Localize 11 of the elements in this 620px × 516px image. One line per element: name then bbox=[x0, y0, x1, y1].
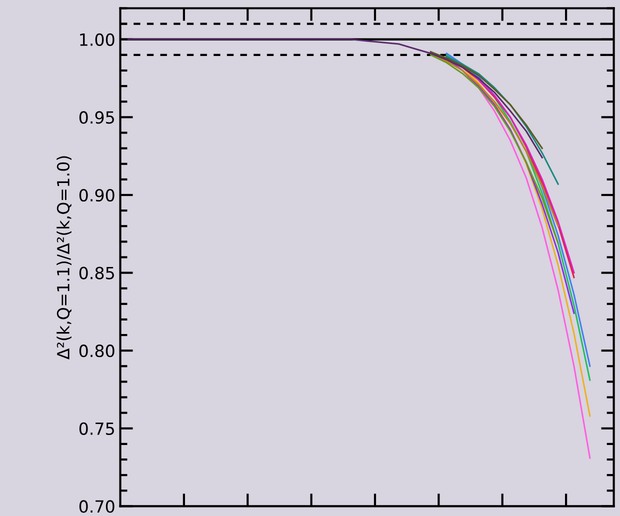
y-tick-label: 0.75 bbox=[79, 422, 114, 435]
y-tick-label: 1.00 bbox=[80, 33, 114, 46]
y-axis-title: Δ²(k,Q=1.1)/Δ²(k,Q=1.0) bbox=[56, 156, 72, 360]
line-series bbox=[446, 56, 559, 185]
y-tick-label: 0.70 bbox=[79, 500, 114, 513]
y-tick-label: 0.85 bbox=[79, 266, 114, 280]
line-series bbox=[430, 51, 543, 150]
line-series bbox=[127, 38, 543, 158]
y-tick-label: 0.90 bbox=[79, 188, 114, 202]
y-tick-label: 0.95 bbox=[79, 111, 114, 124]
y-tick-label: 0.80 bbox=[79, 344, 114, 358]
